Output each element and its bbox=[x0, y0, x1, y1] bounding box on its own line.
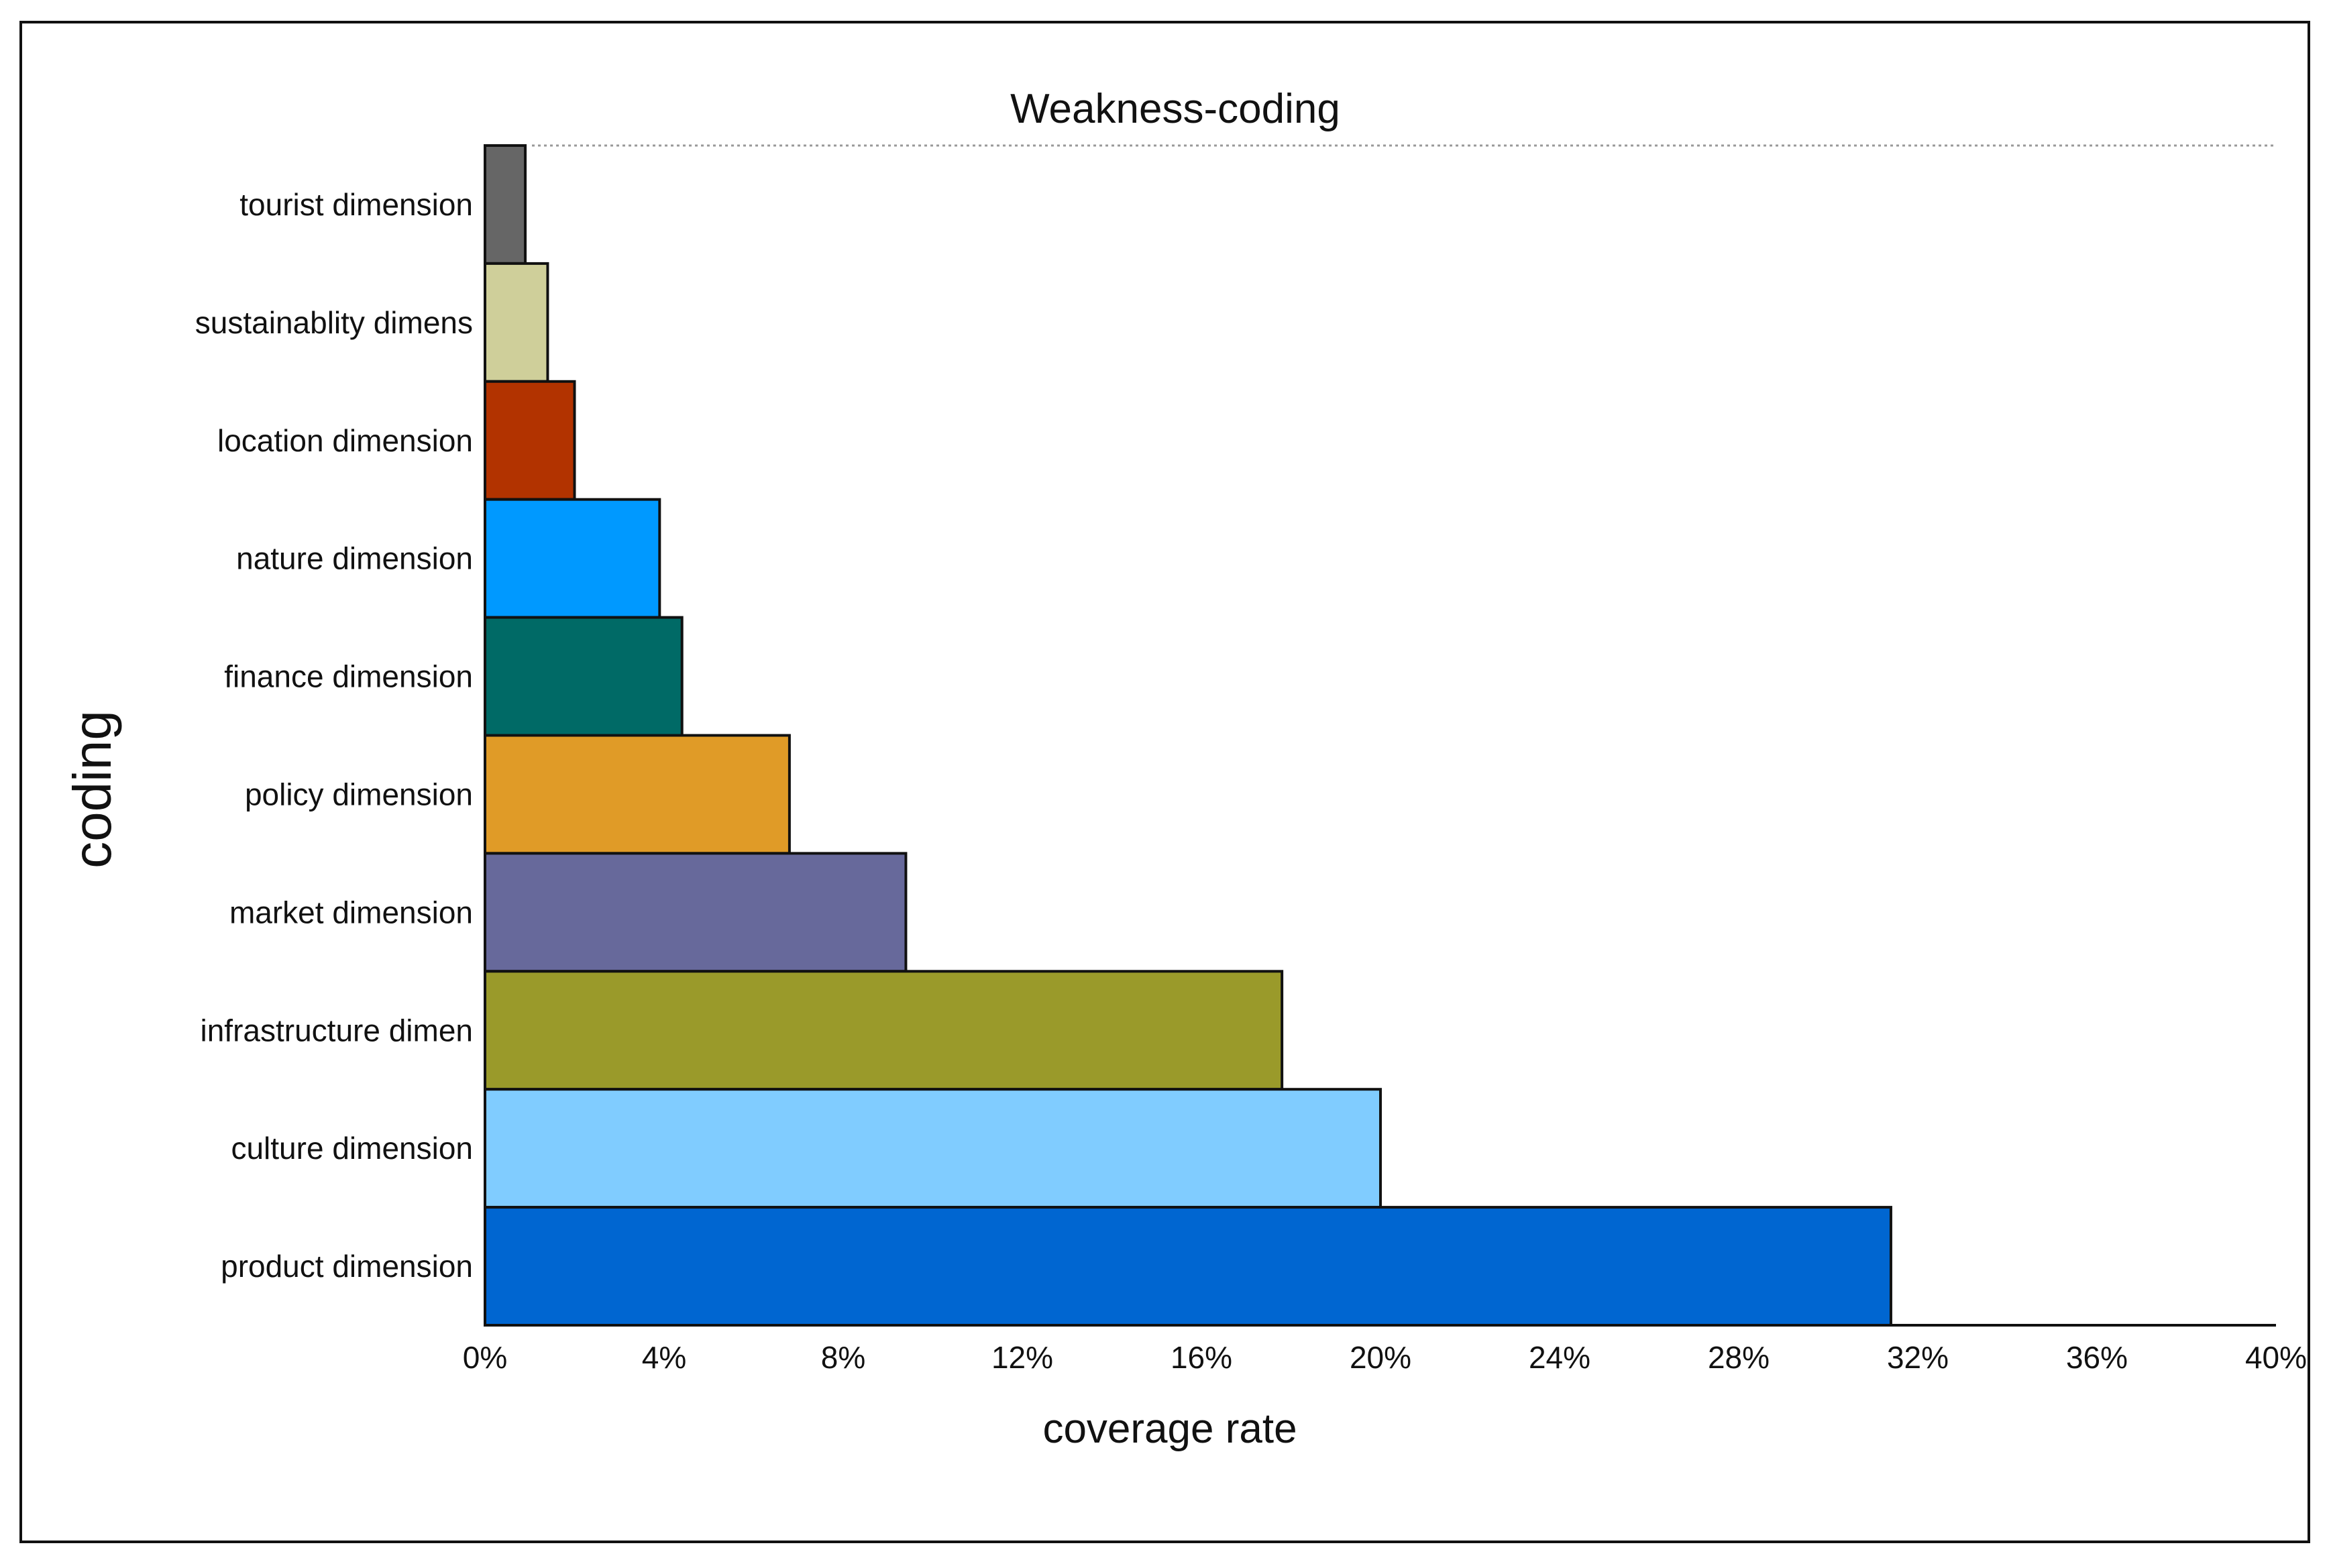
x-tick-label: 36% bbox=[2066, 1340, 2128, 1375]
x-tick-label: 24% bbox=[1529, 1340, 1590, 1375]
bar bbox=[484, 262, 549, 383]
category-label: infrastructure dimen bbox=[201, 1013, 474, 1048]
x-tick-label: 40% bbox=[2245, 1340, 2307, 1375]
bars-group bbox=[484, 144, 1892, 1327]
x-tick-label: 20% bbox=[1350, 1340, 1411, 1375]
bar bbox=[484, 852, 908, 973]
y-axis-label: coding bbox=[62, 710, 122, 869]
category-label: tourist dimension bbox=[239, 187, 473, 222]
x-tick-label: 8% bbox=[821, 1340, 865, 1375]
x-tick-labels-group: 0% 4% 8% 12% 16% 20% 24% 28% 32% 36% 40% bbox=[463, 1340, 2307, 1375]
bar bbox=[484, 616, 684, 737]
category-label: product dimension bbox=[221, 1249, 473, 1284]
bar bbox=[484, 380, 576, 501]
bar bbox=[484, 498, 661, 619]
x-tick-label: 4% bbox=[642, 1340, 686, 1375]
bar bbox=[484, 1206, 1892, 1327]
category-label: sustainablity dimens bbox=[195, 305, 473, 340]
chart-frame: Weakness-coding tourist dimension sustain… bbox=[19, 21, 2310, 1543]
x-tick-label: 0% bbox=[463, 1340, 507, 1375]
category-label: finance dimension bbox=[224, 659, 473, 694]
bar bbox=[484, 1088, 1382, 1209]
category-label: market dimension bbox=[229, 895, 473, 930]
x-tick-label: 12% bbox=[991, 1340, 1053, 1375]
bar bbox=[484, 734, 791, 855]
category-label: policy dimension bbox=[245, 777, 473, 811]
bar-chart: Weakness-coding tourist dimension sustain… bbox=[62, 86, 2307, 1452]
chart-title: Weakness-coding bbox=[1010, 86, 1340, 132]
category-labels-group: tourist dimension sustainablity dimens loc… bbox=[195, 187, 473, 1284]
x-tick-label: 16% bbox=[1171, 1340, 1232, 1375]
category-label: culture dimension bbox=[231, 1131, 473, 1166]
category-label: nature dimension bbox=[236, 541, 473, 576]
bar bbox=[484, 970, 1284, 1091]
x-tick-label: 32% bbox=[1887, 1340, 1949, 1375]
x-axis-label: coverage rate bbox=[1042, 1406, 1297, 1452]
category-label: location dimension bbox=[217, 423, 473, 458]
bar bbox=[484, 144, 527, 265]
x-tick-label: 28% bbox=[1708, 1340, 1770, 1375]
